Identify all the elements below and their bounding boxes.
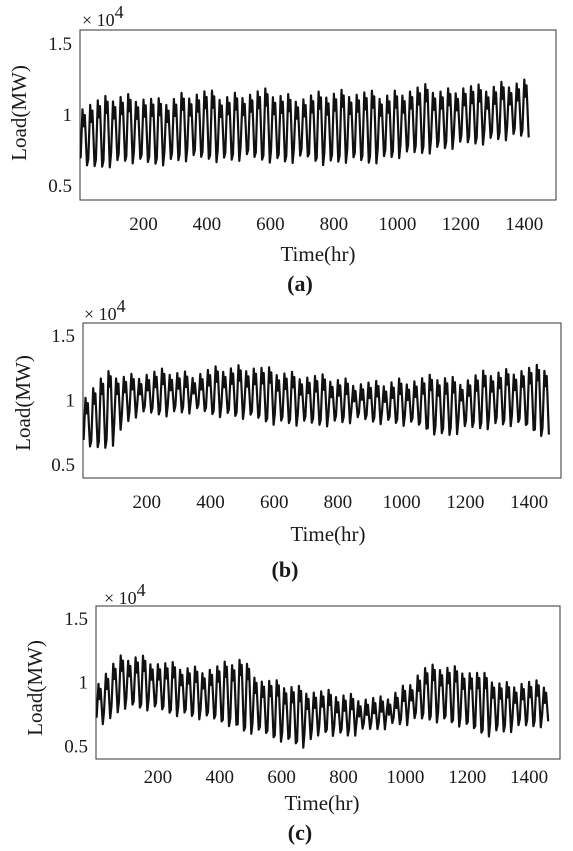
chart-panel-c: × 104 0.5 1 1.5 200 400 600 800 1000 1200 1400 L… [23,580,561,845]
panel-caption: (c) [288,820,312,845]
y-tick-label: 1 [79,673,89,694]
plot-frame [82,322,562,479]
x-tick-group: 200 400 600 800 1000 1200 1400 [129,214,543,235]
y-axis-label: Load(MW) [11,355,35,451]
x-tick-label: 200 [144,767,173,788]
x-tick-label: 600 [260,492,289,513]
y-tick-label: 0.5 [48,176,72,197]
x-tick-label: 400 [205,767,234,788]
panel-caption: (b) [272,557,299,582]
x-tick-label: 1000 [386,767,424,788]
y-tick-label: 1 [63,105,73,126]
x-tick-label: 1200 [448,767,486,788]
x-tick-label: 1000 [383,492,421,513]
load-series-line [82,363,550,449]
y-axis-label: Load(MW) [7,65,31,161]
y-multiplier: × 104 [82,2,124,30]
load-series-line [79,78,530,169]
x-axis-label: Time(hr) [284,791,359,815]
x-tick-label: 1400 [510,767,548,788]
x-tick-label: 400 [196,492,225,513]
x-tick-label: 600 [256,214,285,235]
x-tick-label: 800 [320,214,349,235]
x-tick-label: 1200 [442,214,480,235]
y-axis-label: Load(MW) [23,640,47,736]
x-tick-label: 1000 [378,214,416,235]
x-tick-label: 1400 [510,492,548,513]
panel-caption: (a) [287,271,313,296]
y-tick-label: 1.5 [51,326,75,347]
y-tick-label: 0.5 [51,455,75,476]
load-series-line [95,654,550,749]
chart-panel-b: × 104 0.5 1 1.5 200 400 600 800 1000 1200 1400 L… [11,296,562,582]
chart-panel-a: × 104 0.5 1 1.5 200 400 600 800 1000 1200 1400 L… [7,2,557,296]
x-tick-label: 200 [129,214,158,235]
x-axis-label: Time(hr) [290,522,365,546]
y-tick-label: 1 [66,391,76,412]
x-tick-label: 600 [267,767,296,788]
y-tick-group: 0.5 1 1.5 [48,34,72,197]
x-tick-label: 800 [324,492,353,513]
plot-frame [79,29,557,201]
y-multiplier: × 104 [84,296,126,324]
x-tick-label: 1200 [446,492,484,513]
y-tick-label: 0.5 [64,736,88,757]
x-tick-group: 200 400 600 800 1000 1200 1400 [144,767,548,788]
x-tick-label: 200 [132,492,161,513]
plot-frame [95,605,561,760]
y-multiplier: × 104 [104,580,146,608]
y-tick-group: 0.5 1 1.5 [64,609,88,758]
x-tick-label: 800 [329,767,358,788]
y-tick-label: 1.5 [48,34,72,55]
x-tick-label: 1400 [505,214,543,235]
y-tick-group: 0.5 1 1.5 [51,326,75,476]
x-tick-label: 400 [193,214,222,235]
x-tick-group: 200 400 600 800 1000 1200 1400 [132,492,548,513]
y-tick-label: 1.5 [64,609,88,630]
x-axis-label: Time(hr) [280,242,355,266]
